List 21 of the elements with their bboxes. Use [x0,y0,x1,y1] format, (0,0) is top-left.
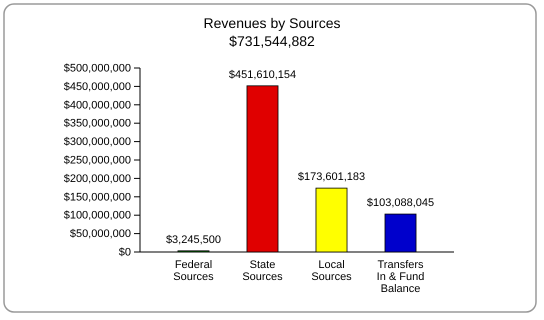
x-tick-label: Local Sources [311,258,352,283]
data-label: $451,610,154 [228,68,296,81]
x-tick-label: Transfers In & Fund Balance [376,258,424,296]
y-tick-label: $250,000,000 [64,154,131,167]
data-label: $3,245,500 [166,234,222,246]
x-tick-label: State Sources [242,258,284,283]
y-tick-label: $400,000,000 [64,99,131,112]
y-tick-label: $50,000,000 [70,228,131,240]
y-tick-label: $450,000,000 [64,80,131,93]
y-tick-label: $300,000,000 [64,136,131,148]
chart-title: Revenues by Sources [204,15,340,31]
y-tick-label: $200,000,000 [64,172,131,185]
x-tick-label: Federal Sources [173,258,214,283]
y-tick-label: $100,000,000 [64,210,131,222]
data-label: $103,088,045 [366,197,434,210]
chart-subtitle: $731,544,882 [229,33,316,49]
data-label: $173,601,183 [298,171,366,184]
y-tick-label: $0 [118,246,131,259]
y-tick-label: $350,000,000 [64,118,131,130]
y-tick-label: $150,000,000 [64,191,131,204]
y-tick-label: $500,000,000 [64,62,131,75]
